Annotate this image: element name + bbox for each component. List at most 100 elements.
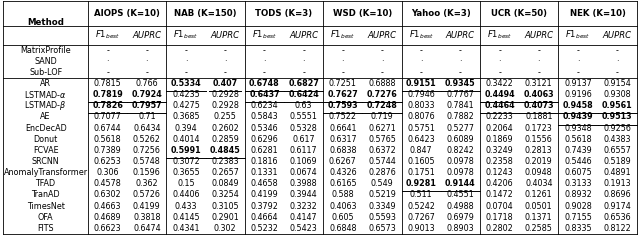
Text: $F1_{best}$: $F1_{best}$ <box>487 29 512 41</box>
Text: 0.0978: 0.0978 <box>447 168 474 177</box>
Text: 0.7593: 0.7593 <box>328 101 358 110</box>
Text: AUPRC: AUPRC <box>289 31 318 40</box>
Text: 0.3072: 0.3072 <box>172 157 200 166</box>
Text: $F1_{best}$: $F1_{best}$ <box>252 29 277 41</box>
Text: 0.1261: 0.1261 <box>525 190 552 199</box>
Text: 0.7439: 0.7439 <box>564 146 592 155</box>
Text: 0.4341: 0.4341 <box>172 224 200 233</box>
Text: AIOPS (K=10): AIOPS (K=10) <box>94 9 160 18</box>
Text: 0.63: 0.63 <box>295 101 312 110</box>
Text: 0.9256: 0.9256 <box>604 124 631 133</box>
Text: -: - <box>263 46 266 55</box>
Text: 0.5551: 0.5551 <box>290 113 317 121</box>
Text: 0.1913: 0.1913 <box>604 179 631 188</box>
Text: 0.9137: 0.9137 <box>564 79 592 88</box>
Text: 0.2928: 0.2928 <box>211 101 239 110</box>
Text: 0.0674: 0.0674 <box>290 168 317 177</box>
Text: 0.5744: 0.5744 <box>368 157 396 166</box>
Text: 0.5232: 0.5232 <box>250 224 278 233</box>
Text: 0.1596: 0.1596 <box>133 168 161 177</box>
Text: 0.7819: 0.7819 <box>92 90 123 99</box>
Text: 0.5423: 0.5423 <box>290 224 317 233</box>
Text: 0.511: 0.511 <box>410 190 433 199</box>
Text: TFAD: TFAD <box>36 179 56 188</box>
Text: 0.1371: 0.1371 <box>525 213 552 222</box>
Text: -: - <box>224 46 227 55</box>
Text: 0.0948: 0.0948 <box>525 168 552 177</box>
Text: 0.5618: 0.5618 <box>564 135 592 144</box>
Text: 0.7389: 0.7389 <box>94 146 122 155</box>
Text: AUPRC: AUPRC <box>446 31 475 40</box>
Text: 0.7946: 0.7946 <box>407 90 435 99</box>
Text: 0.6234: 0.6234 <box>251 101 278 110</box>
Text: AUPRC: AUPRC <box>132 31 161 40</box>
Text: 0.4034: 0.4034 <box>525 179 552 188</box>
Text: 0.5765: 0.5765 <box>368 135 396 144</box>
Text: ·: · <box>459 57 461 66</box>
Text: -: - <box>106 46 109 55</box>
Text: 0.1331: 0.1331 <box>251 168 278 177</box>
Text: ·: · <box>577 57 579 66</box>
Text: 0.4206: 0.4206 <box>486 179 513 188</box>
Text: 0.6748: 0.6748 <box>249 79 280 88</box>
Text: -: - <box>459 68 462 77</box>
Text: 0.6557: 0.6557 <box>604 146 631 155</box>
Text: 0.6641: 0.6641 <box>329 124 356 133</box>
Text: 0.7957: 0.7957 <box>132 101 162 110</box>
Text: $F1_{best}$: $F1_{best}$ <box>173 29 199 41</box>
Text: 0.1605: 0.1605 <box>408 157 435 166</box>
Text: -: - <box>498 46 501 55</box>
Text: 0.3988: 0.3988 <box>290 179 317 188</box>
Text: 0.2064: 0.2064 <box>486 124 513 133</box>
Text: TranAD: TranAD <box>31 190 60 199</box>
Text: 0.8932: 0.8932 <box>564 190 592 199</box>
Text: 0.4845: 0.4845 <box>210 146 241 155</box>
Text: ·: · <box>420 57 422 66</box>
Text: 0.4494: 0.4494 <box>484 90 515 99</box>
Text: -: - <box>498 68 501 77</box>
Text: -: - <box>420 46 422 55</box>
Text: 0.4464: 0.4464 <box>484 101 515 110</box>
Text: ·: · <box>616 57 618 66</box>
Text: 0.15: 0.15 <box>177 179 195 188</box>
Text: 0.5334: 0.5334 <box>171 79 202 88</box>
Text: 0.7841: 0.7841 <box>447 101 474 110</box>
Text: 0.1723: 0.1723 <box>525 124 553 133</box>
Text: 0.2876: 0.2876 <box>368 168 396 177</box>
Text: -: - <box>145 68 148 77</box>
Text: 0.0704: 0.0704 <box>486 201 513 211</box>
Text: 0.1869: 0.1869 <box>486 135 513 144</box>
Text: 0.6302: 0.6302 <box>94 190 122 199</box>
Text: 0.2802: 0.2802 <box>486 224 513 233</box>
Text: -: - <box>459 46 462 55</box>
Text: 0.6423: 0.6423 <box>408 135 435 144</box>
Text: -: - <box>616 46 619 55</box>
Text: ·: · <box>499 57 501 66</box>
Text: 0.4326: 0.4326 <box>329 168 356 177</box>
Text: 0.6437: 0.6437 <box>249 90 280 99</box>
Text: 0.9151: 0.9151 <box>406 79 436 88</box>
Text: Donut: Donut <box>33 135 58 144</box>
Text: 0.306: 0.306 <box>97 168 119 177</box>
Text: 0.6888: 0.6888 <box>368 79 396 88</box>
Text: AnomalyTransformer: AnomalyTransformer <box>4 168 88 177</box>
Text: 0.4891: 0.4891 <box>604 168 631 177</box>
Text: ·: · <box>263 57 266 66</box>
Text: 0.3121: 0.3121 <box>525 79 552 88</box>
Text: 0.5346: 0.5346 <box>251 124 278 133</box>
Text: 0.9348: 0.9348 <box>564 124 592 133</box>
Text: -: - <box>341 46 344 55</box>
Text: 0.6271: 0.6271 <box>368 124 396 133</box>
Text: EncDecAD: EncDecAD <box>25 124 67 133</box>
Text: 0.6317: 0.6317 <box>329 135 356 144</box>
Text: 0.9308: 0.9308 <box>604 90 631 99</box>
Text: 0.1069: 0.1069 <box>290 157 317 166</box>
Text: AUPRC: AUPRC <box>211 31 240 40</box>
Text: -: - <box>184 46 188 55</box>
Text: ·: · <box>106 57 109 66</box>
Text: 0.2602: 0.2602 <box>211 124 239 133</box>
Text: 0.9345: 0.9345 <box>445 79 476 88</box>
Text: 0.6434: 0.6434 <box>133 124 161 133</box>
Text: -: - <box>341 68 344 77</box>
Text: -: - <box>420 68 422 77</box>
